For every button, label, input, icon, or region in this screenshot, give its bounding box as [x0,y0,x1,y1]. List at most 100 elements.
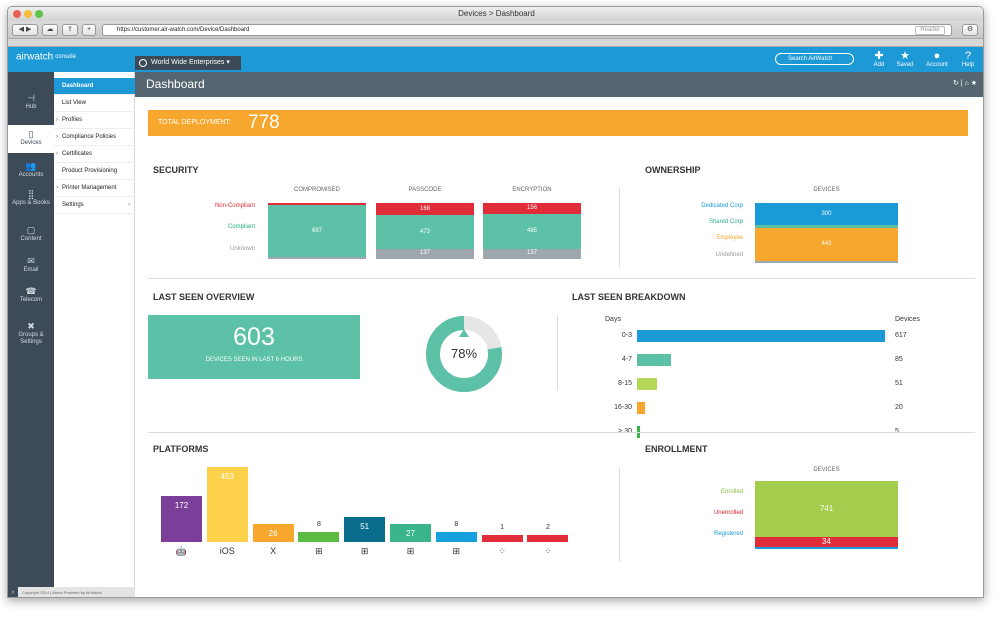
security-bar-segment[interactable] [268,203,366,205]
sidebar-item-telecom[interactable]: ☎ Telecom [8,282,54,310]
enrollment-col-devices: DEVICES [813,467,840,473]
settings-gear-icon[interactable]: ⚙ [962,24,978,36]
ownership-bar-segment[interactable]: 443 [755,227,898,261]
refresh-icon[interactable]: ↻ [952,80,959,87]
security-bar-segment[interactable]: 697 [268,204,366,258]
sidebar-item-groups-settings[interactable]: ✖ Groups & Settings [8,317,54,351]
security-bar-segment[interactable]: 485 [483,214,581,250]
subnav-item-product-provisioning[interactable]: Product Provisioning [54,163,135,180]
platform-bar[interactable]: 27 [390,523,431,542]
enrollment-bar-segment[interactable]: 741 [755,481,898,537]
breakdown-bar[interactable] [637,402,646,414]
security-bar-segment[interactable]: 137 [483,249,581,259]
platform-bar[interactable] [481,535,523,542]
footer: ‹ Copyright 2014 | About Powered by AirWa… [8,587,135,597]
search-input[interactable]: Search AirWatch [775,53,854,65]
subnav-item-settings[interactable]: Settings» [54,197,135,214]
home-icon[interactable]: ⌂ [964,80,969,87]
ownership-bar-segment[interactable]: 300 [755,203,898,226]
platform-bar[interactable]: 172 [161,495,202,542]
ownership-label-dedicated: Dedicated Corp [701,203,743,209]
donut-arc [426,316,502,392]
enrollment-title: ENROLLMENT [645,444,708,454]
hub-icon: ⊣ [27,93,35,103]
enrollment-bar-segment[interactable]: 34 [755,536,898,547]
divider [148,432,975,433]
security-label-compliant: Compliant [227,224,255,230]
platform-bar[interactable]: 51 [344,516,386,542]
security-bar-segment[interactable]: 473 [376,215,474,250]
url-bar[interactable]: https://customer.air-watch.com/Device/Da… [102,24,952,36]
subnav-item-printer-management[interactable]: › Printer Management [54,180,135,197]
help-icon: ? [964,50,972,62]
platform-bar[interactable] [298,532,340,542]
airwatch-logo[interactable]: airwatch console [16,51,76,63]
new-tab-button[interactable]: + [82,24,96,36]
total-deployment-banner[interactable]: TOTAL DEPLOYMENT: 778 [148,110,968,136]
last-seen-caption: DEVICES SEEN IN LAST 6 HOURS [205,357,303,363]
favorite-star-icon[interactable]: ★ [970,80,977,87]
email-icon: ✉ [27,256,35,266]
breakdown-category-label: 4-7 [621,356,632,363]
org-selector[interactable]: World Wide Enterprises ▾ [135,56,241,70]
plus-icon: ✚ [874,50,884,62]
sidebar-item-apps-books[interactable]: ⣿ Apps & Books [8,185,54,219]
sidebar-item-devices[interactable]: ▯ Devices [8,125,54,153]
platform-bar[interactable]: 26 [252,524,294,542]
enrollment-label-enrolled: Enrolled [720,489,743,495]
ios-icon: iOS [219,546,235,556]
collapse-icon[interactable]: » [127,202,131,208]
help-button[interactable]: ? Help [954,50,982,69]
chevron-right-icon: › [56,134,58,140]
subnav-item-list-view[interactable]: List View [54,95,135,112]
divider [619,187,620,267]
security-bar-segment[interactable]: 168 [376,203,474,216]
collapse-sidebar-icon[interactable]: ‹ [8,587,18,597]
last-seen-tile[interactable]: 603 DEVICES SEEN IN LAST 6 HOURS [148,315,360,379]
security-bar-segment[interactable]: 137 [376,249,474,259]
security-bar-segment[interactable]: 156 [483,203,581,215]
subnav-item-certificates[interactable]: › Certificates [54,146,135,163]
ownership-bar-segment[interactable] [755,225,898,228]
platform-value-label: 8 [316,521,321,529]
sidebar-item-hub[interactable]: ⊣ Hub [8,89,54,117]
last-seen-donut[interactable] [425,315,503,393]
user-icon: ● [933,50,941,62]
platform-bar[interactable] [435,532,477,542]
breakdown-bar[interactable] [637,378,658,390]
saved-button[interactable]: ★ Saved [891,50,919,69]
blackberry-icon: ⁘ [498,546,506,556]
minimize-window-icon[interactable] [24,10,32,18]
sidebar-item-accounts[interactable]: 👥 Accounts [8,157,54,185]
reader-button[interactable]: Reader [915,26,945,35]
security-bar-segment[interactable] [268,257,366,259]
windows-icon: ⊞ [315,546,323,556]
close-window-icon[interactable] [13,10,21,18]
bookmarks-bar [8,39,983,47]
app-header: airwatch console World Wide Enterprises ▾… [8,47,983,72]
subnav-item-compliance-policies[interactable]: › Compliance Policies [54,129,135,146]
subnav-item-profiles[interactable]: › Profiles [54,112,135,129]
security-title: SECURITY [153,165,199,175]
maximize-window-icon[interactable] [35,10,43,18]
platform-bar[interactable]: 453 [206,467,248,542]
breakdown-value: 51 [895,380,903,387]
sidebar-item-content[interactable]: ▢ Content [8,221,54,249]
account-button[interactable]: ● Account [923,50,951,69]
breakdown-value: 85 [895,356,903,363]
subnav-item-dashboard[interactable]: Dashboard [54,78,135,95]
sidebar-item-email[interactable]: ✉ Email [8,252,54,280]
platform-value-label: 8 [454,521,459,529]
enrollment-bar-segment[interactable] [755,546,898,549]
share-icon[interactable]: ⇪ [62,24,78,36]
ownership-bar-segment[interactable] [755,260,898,263]
star-icon: ★ [900,50,910,62]
divider [557,315,558,390]
add-button[interactable]: ✚ Add [865,50,893,69]
window-title: Devices > Dashboard [458,9,535,18]
cloud-icon[interactable]: ☁ [42,24,58,36]
breakdown-bar[interactable] [637,354,672,366]
breakdown-bar[interactable] [637,330,885,342]
platform-bar[interactable] [527,535,569,542]
back-forward-buttons[interactable]: ◀ ▶ [12,24,38,36]
